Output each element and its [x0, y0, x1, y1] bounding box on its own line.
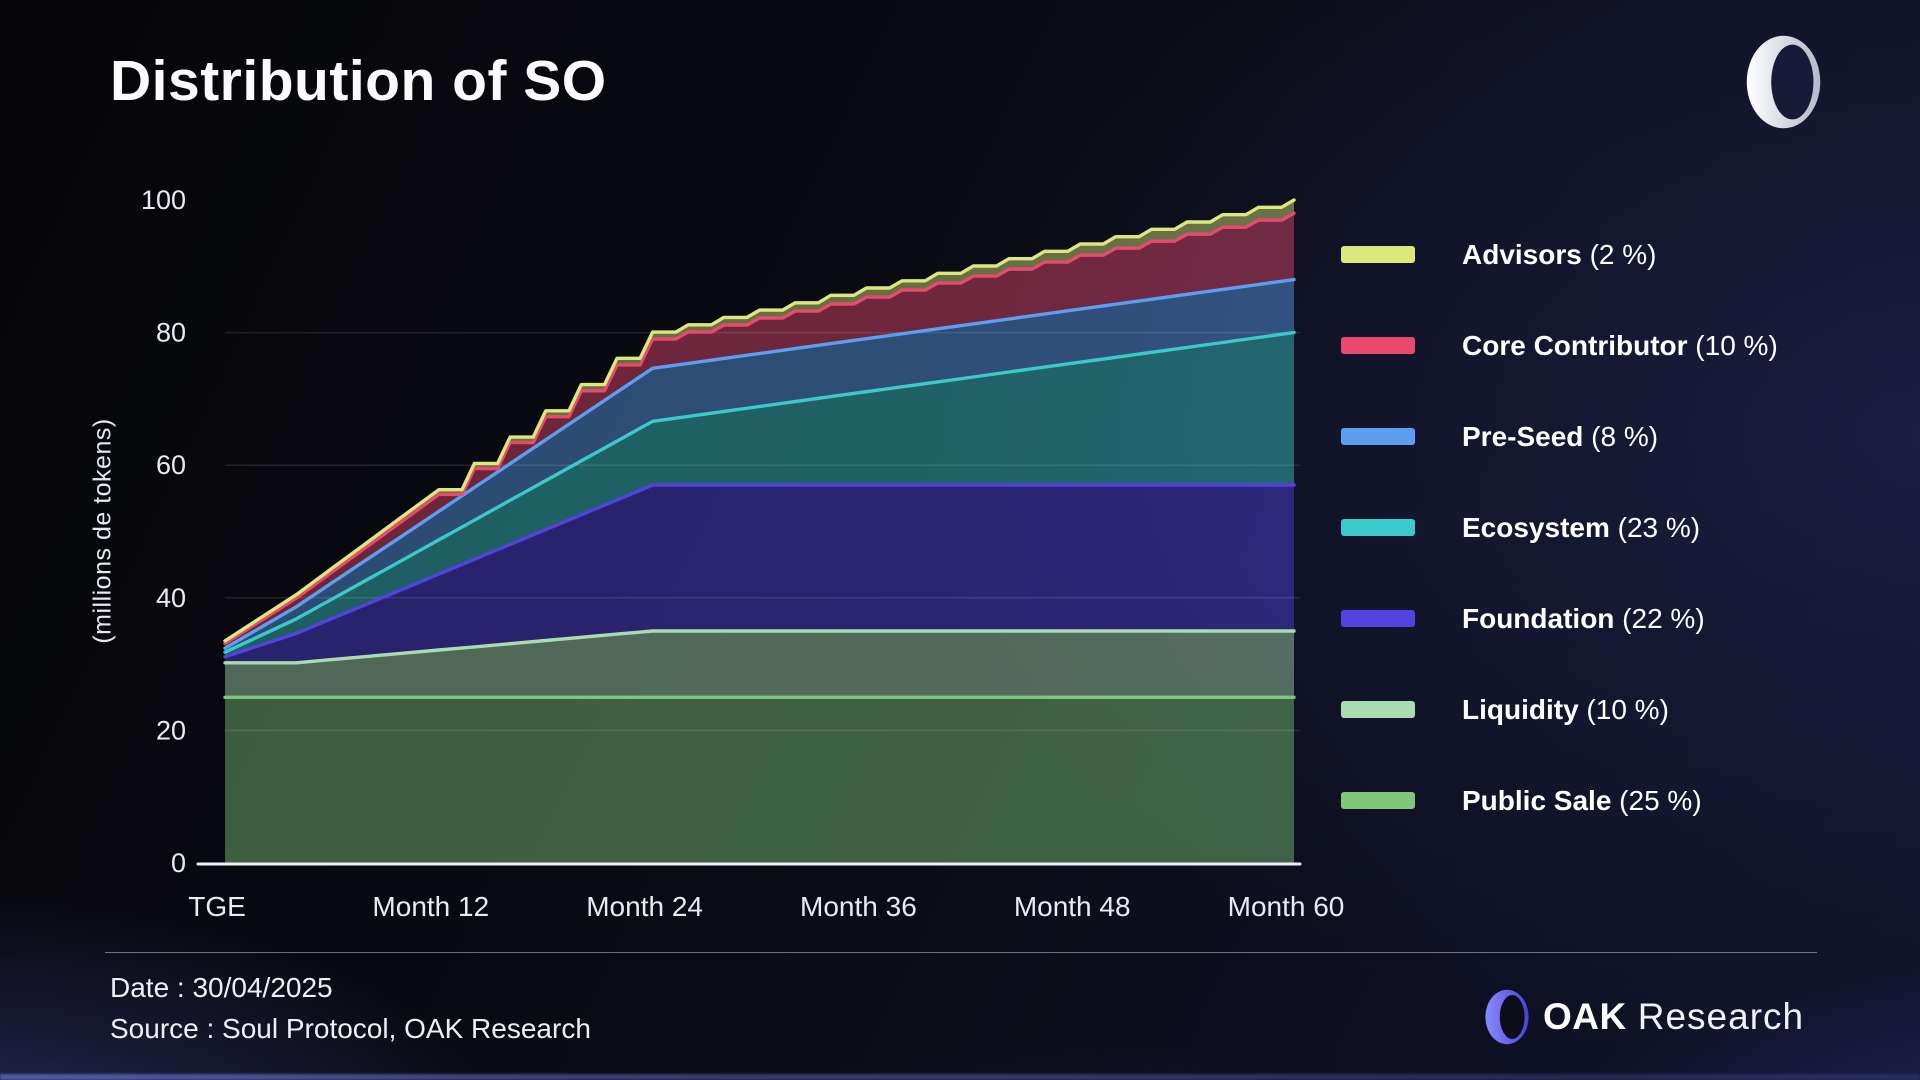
x-tick-label-month-36: Month 36: [800, 891, 917, 922]
y-tick-label-20: 20: [156, 715, 186, 745]
x-tick-label-month-12: Month 12: [372, 891, 489, 922]
x-tick-label-tge: TGE: [188, 891, 246, 922]
x-tick-label-month-48: Month 48: [1014, 891, 1131, 922]
y-tick-label-100: 100: [141, 185, 186, 215]
brand-name-bold: OAK: [1543, 996, 1627, 1037]
legend-label-core-contributor: Core Contributor (10 %): [1462, 329, 1778, 361]
legend-item-public-sale: Public Sale (25 %): [1341, 755, 1778, 846]
x-tick-label-month-60: Month 60: [1228, 891, 1345, 922]
legend-item-foundation: Foundation (22 %): [1341, 573, 1778, 664]
oak-research-logo: OAK Research: [1483, 988, 1804, 1046]
legend-label-advisors: Advisors (2 %): [1462, 238, 1657, 270]
brand-name-light: Research: [1637, 996, 1805, 1037]
oak-ring-logo-bottom: [1485, 989, 1529, 1045]
line-pre-seed: [223, 277, 1296, 650]
area-ecosystem: [225, 332, 1294, 657]
legend-swatch-foundation: [1341, 610, 1415, 627]
chart-legend: Advisors (2 %) Core Contributor (10 %) Pre…: [1341, 209, 1778, 846]
legend-swatch-ecosystem: [1341, 519, 1415, 536]
line-ecosystem: [223, 330, 1296, 654]
legend-label-liquidity: Liquidity (10 %): [1462, 693, 1669, 725]
legend-item-core-contributor: Core Contributor (10 %): [1341, 300, 1778, 391]
y-tick-label-40: 40: [156, 583, 186, 613]
legend-item-liquidity: Liquidity (10 %): [1341, 664, 1778, 755]
legend-swatch-advisors: [1341, 246, 1415, 263]
area-liquidity: [225, 631, 1294, 698]
legend-swatch-public-sale: [1341, 792, 1415, 809]
legend-label-ecosystem: Ecosystem (23 %): [1462, 511, 1701, 543]
oak-ring-logo-top: [1746, 35, 1821, 129]
area-public-sale: [225, 697, 1294, 863]
legend-label-pre-seed: Pre-Seed (8 %): [1462, 420, 1659, 452]
legend-swatch-liquidity: [1341, 701, 1415, 718]
y-axis-title: (millions de tokens): [88, 418, 117, 644]
legend-swatch-pre-seed: [1341, 428, 1415, 445]
line-core-contributor: [223, 211, 1296, 646]
legend-label-foundation: Foundation (22 %): [1462, 602, 1705, 634]
line-advisors: [223, 198, 1296, 643]
legend-item-advisors: Advisors (2 %): [1341, 209, 1778, 300]
legend-label-public-sale: Public Sale (25 %): [1462, 784, 1702, 816]
area-core-contributor: [225, 213, 1294, 649]
bottom-glow: [0, 1074, 1920, 1080]
legend-item-ecosystem: Ecosystem (23 %): [1341, 482, 1778, 573]
footer-source: Source : Soul Protocol, OAK Research: [110, 1013, 591, 1044]
line-liquidity: [223, 629, 1296, 665]
y-tick-label-0: 0: [171, 848, 186, 878]
x-tick-label-month-24: Month 24: [586, 891, 703, 922]
footer-date: Date : 30/04/2025: [110, 972, 333, 1003]
legend-swatch-core-contributor: [1341, 337, 1415, 354]
page-title: Distribution of SO: [110, 49, 607, 113]
area-foundation: [225, 485, 1294, 663]
y-tick-label-60: 60: [156, 450, 186, 480]
legend-item-pre-seed: Pre-Seed (8 %): [1341, 391, 1778, 482]
y-tick-label-80: 80: [156, 318, 186, 348]
line-foundation: [223, 483, 1296, 659]
footer-divider: [105, 952, 1817, 953]
